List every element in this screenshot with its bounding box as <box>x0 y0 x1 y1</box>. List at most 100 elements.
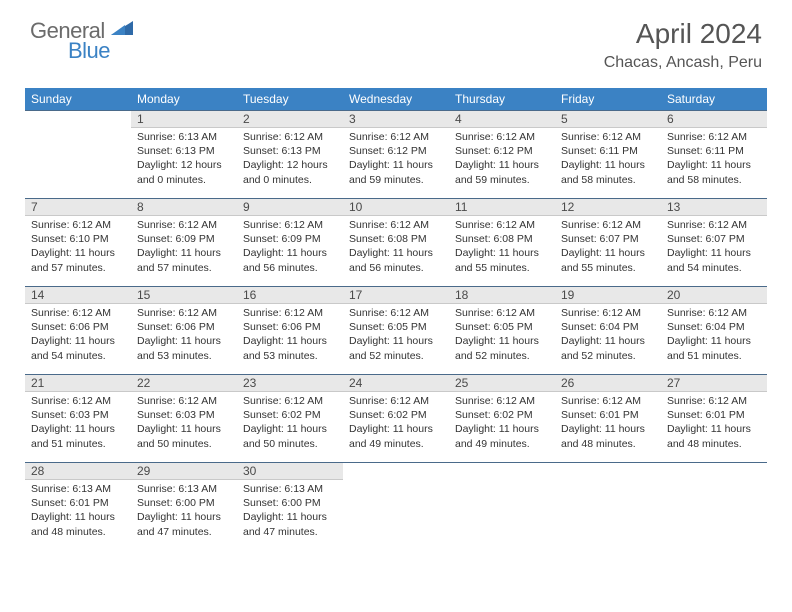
calendar-cell: 21Sunrise: 6:12 AMSunset: 6:03 PMDayligh… <box>25 374 131 462</box>
day-number: 16 <box>237 286 343 304</box>
day-details: Sunrise: 6:12 AMSunset: 6:06 PMDaylight:… <box>237 304 343 367</box>
sunset-line: Sunset: 6:02 PM <box>349 408 443 422</box>
day-number: 13 <box>661 198 767 216</box>
header: General Blue April 2024 Chacas, Ancash, … <box>0 0 792 80</box>
daylight-line: Daylight: 11 hours and 58 minutes. <box>667 158 761 186</box>
weekday-header: Thursday <box>449 88 555 110</box>
daylight-line: Daylight: 11 hours and 59 minutes. <box>455 158 549 186</box>
day-details: Sunrise: 6:12 AMSunset: 6:13 PMDaylight:… <box>237 128 343 191</box>
sunrise-line: Sunrise: 6:12 AM <box>667 218 761 232</box>
day-number-empty <box>449 462 555 479</box>
sunrise-line: Sunrise: 6:12 AM <box>349 130 443 144</box>
sunset-line: Sunset: 6:01 PM <box>561 408 655 422</box>
day-number-empty <box>661 462 767 479</box>
day-number: 25 <box>449 374 555 392</box>
day-number-empty <box>343 462 449 479</box>
daylight-line: Daylight: 11 hours and 50 minutes. <box>137 422 231 450</box>
daylight-line: Daylight: 11 hours and 56 minutes. <box>349 246 443 274</box>
sunrise-line: Sunrise: 6:12 AM <box>455 218 549 232</box>
daylight-line: Daylight: 11 hours and 53 minutes. <box>137 334 231 362</box>
calendar-cell: 9Sunrise: 6:12 AMSunset: 6:09 PMDaylight… <box>237 198 343 286</box>
day-details: Sunrise: 6:12 AMSunset: 6:07 PMDaylight:… <box>555 216 661 279</box>
daylight-line: Daylight: 11 hours and 48 minutes. <box>667 422 761 450</box>
day-details: Sunrise: 6:12 AMSunset: 6:06 PMDaylight:… <box>25 304 131 367</box>
day-details: Sunrise: 6:12 AMSunset: 6:02 PMDaylight:… <box>237 392 343 455</box>
calendar-cell: 8Sunrise: 6:12 AMSunset: 6:09 PMDaylight… <box>131 198 237 286</box>
weekday-header: Friday <box>555 88 661 110</box>
day-number: 10 <box>343 198 449 216</box>
sunset-line: Sunset: 6:04 PM <box>667 320 761 334</box>
calendar-cell: 22Sunrise: 6:12 AMSunset: 6:03 PMDayligh… <box>131 374 237 462</box>
calendar-cell: 19Sunrise: 6:12 AMSunset: 6:04 PMDayligh… <box>555 286 661 374</box>
daylight-line: Daylight: 11 hours and 51 minutes. <box>667 334 761 362</box>
day-number: 3 <box>343 110 449 128</box>
day-number: 19 <box>555 286 661 304</box>
day-number: 12 <box>555 198 661 216</box>
sunrise-line: Sunrise: 6:12 AM <box>349 306 443 320</box>
day-details: Sunrise: 6:12 AMSunset: 6:12 PMDaylight:… <box>449 128 555 191</box>
daylight-line: Daylight: 11 hours and 52 minutes. <box>349 334 443 362</box>
title-block: April 2024 Chacas, Ancash, Peru <box>604 18 762 72</box>
day-details: Sunrise: 6:12 AMSunset: 6:03 PMDaylight:… <box>131 392 237 455</box>
calendar-table: SundayMondayTuesdayWednesdayThursdayFrid… <box>25 88 767 550</box>
day-details: Sunrise: 6:12 AMSunset: 6:09 PMDaylight:… <box>237 216 343 279</box>
sunset-line: Sunset: 6:03 PM <box>137 408 231 422</box>
sunset-line: Sunset: 6:10 PM <box>31 232 125 246</box>
sunrise-line: Sunrise: 6:12 AM <box>455 394 549 408</box>
weekday-header: Wednesday <box>343 88 449 110</box>
calendar-cell: 30Sunrise: 6:13 AMSunset: 6:00 PMDayligh… <box>237 462 343 550</box>
sunset-line: Sunset: 6:02 PM <box>455 408 549 422</box>
calendar-cell <box>343 462 449 550</box>
day-number: 11 <box>449 198 555 216</box>
day-number: 26 <box>555 374 661 392</box>
sunset-line: Sunset: 6:00 PM <box>137 496 231 510</box>
calendar-week-row: 1Sunrise: 6:13 AMSunset: 6:13 PMDaylight… <box>25 110 767 198</box>
calendar-cell: 27Sunrise: 6:12 AMSunset: 6:01 PMDayligh… <box>661 374 767 462</box>
sunset-line: Sunset: 6:05 PM <box>455 320 549 334</box>
day-details: Sunrise: 6:13 AMSunset: 6:13 PMDaylight:… <box>131 128 237 191</box>
logo-text-blue: Blue <box>68 38 110 64</box>
calendar-cell: 14Sunrise: 6:12 AMSunset: 6:06 PMDayligh… <box>25 286 131 374</box>
day-details: Sunrise: 6:12 AMSunset: 6:11 PMDaylight:… <box>661 128 767 191</box>
day-number: 7 <box>25 198 131 216</box>
calendar-cell <box>25 110 131 198</box>
day-details: Sunrise: 6:12 AMSunset: 6:06 PMDaylight:… <box>131 304 237 367</box>
logo: General Blue <box>30 18 137 44</box>
sunrise-line: Sunrise: 6:12 AM <box>667 130 761 144</box>
sunset-line: Sunset: 6:08 PM <box>455 232 549 246</box>
daylight-line: Daylight: 11 hours and 56 minutes. <box>243 246 337 274</box>
calendar-cell: 26Sunrise: 6:12 AMSunset: 6:01 PMDayligh… <box>555 374 661 462</box>
sunset-line: Sunset: 6:13 PM <box>137 144 231 158</box>
calendar-cell: 4Sunrise: 6:12 AMSunset: 6:12 PMDaylight… <box>449 110 555 198</box>
calendar-cell: 3Sunrise: 6:12 AMSunset: 6:12 PMDaylight… <box>343 110 449 198</box>
sunset-line: Sunset: 6:08 PM <box>349 232 443 246</box>
daylight-line: Daylight: 11 hours and 47 minutes. <box>137 510 231 538</box>
day-number: 23 <box>237 374 343 392</box>
day-number: 8 <box>131 198 237 216</box>
day-number: 29 <box>131 462 237 480</box>
sunrise-line: Sunrise: 6:12 AM <box>561 218 655 232</box>
sunset-line: Sunset: 6:07 PM <box>561 232 655 246</box>
calendar-cell: 12Sunrise: 6:12 AMSunset: 6:07 PMDayligh… <box>555 198 661 286</box>
daylight-line: Daylight: 11 hours and 48 minutes. <box>561 422 655 450</box>
sunset-line: Sunset: 6:07 PM <box>667 232 761 246</box>
sunrise-line: Sunrise: 6:13 AM <box>137 130 231 144</box>
sunrise-line: Sunrise: 6:12 AM <box>349 218 443 232</box>
sunrise-line: Sunrise: 6:12 AM <box>31 218 125 232</box>
day-details: Sunrise: 6:12 AMSunset: 6:11 PMDaylight:… <box>555 128 661 191</box>
sunset-line: Sunset: 6:09 PM <box>137 232 231 246</box>
daylight-line: Daylight: 11 hours and 50 minutes. <box>243 422 337 450</box>
sunset-line: Sunset: 6:11 PM <box>667 144 761 158</box>
daylight-line: Daylight: 11 hours and 57 minutes. <box>31 246 125 274</box>
calendar-cell: 28Sunrise: 6:13 AMSunset: 6:01 PMDayligh… <box>25 462 131 550</box>
sunset-line: Sunset: 6:06 PM <box>31 320 125 334</box>
sunset-line: Sunset: 6:12 PM <box>455 144 549 158</box>
sunset-line: Sunset: 6:09 PM <box>243 232 337 246</box>
sunset-line: Sunset: 6:02 PM <box>243 408 337 422</box>
calendar-cell: 20Sunrise: 6:12 AMSunset: 6:04 PMDayligh… <box>661 286 767 374</box>
day-number: 6 <box>661 110 767 128</box>
day-details: Sunrise: 6:12 AMSunset: 6:04 PMDaylight:… <box>661 304 767 367</box>
day-details: Sunrise: 6:12 AMSunset: 6:08 PMDaylight:… <box>449 216 555 279</box>
day-details: Sunrise: 6:12 AMSunset: 6:03 PMDaylight:… <box>25 392 131 455</box>
day-number: 15 <box>131 286 237 304</box>
